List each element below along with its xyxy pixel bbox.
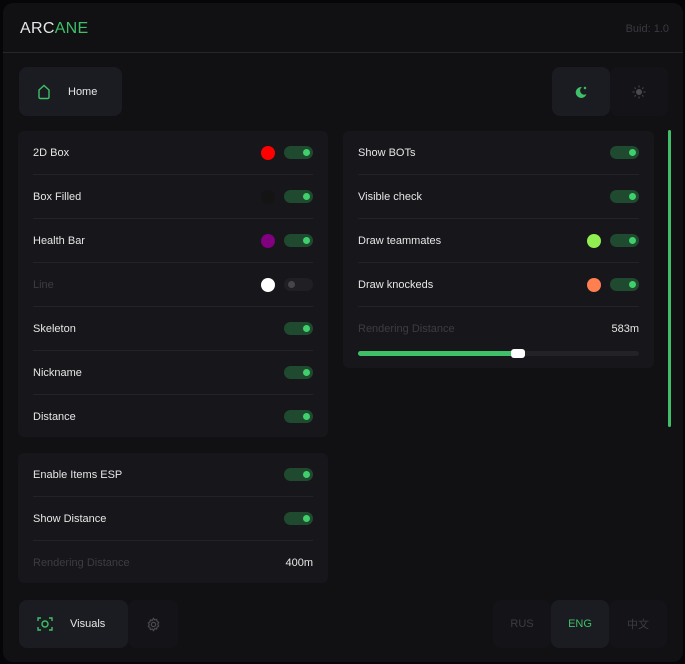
slider-fill	[358, 351, 519, 356]
gear-icon	[147, 616, 159, 632]
rendering-distance-label: Rendering Distance	[358, 323, 455, 335]
setting-row: Show Distance	[33, 497, 313, 541]
setting-row: Line	[33, 263, 313, 307]
setting-label: Skeleton	[33, 322, 76, 335]
setting-label: Draw knockeds	[358, 278, 434, 291]
items-distance-label: Rendering Distance	[33, 557, 130, 569]
color-picker[interactable]	[261, 145, 275, 160]
items-distance-row: Rendering Distance 400m	[33, 541, 313, 583]
setting-row: 2D Box	[33, 131, 313, 175]
settings-tab[interactable]	[128, 600, 178, 648]
header: ARCANE Buid: 1.0	[3, 3, 683, 53]
setting-row: Nickname	[33, 351, 313, 395]
toggle-switch[interactable]	[610, 190, 639, 203]
app-window: ARCANE Buid: 1.0 Home 2D Box Box Filled He…	[3, 3, 683, 662]
color-picker[interactable]	[587, 233, 601, 248]
toggle-switch[interactable]	[284, 234, 313, 247]
eye-scan-icon	[37, 617, 53, 631]
language-button[interactable]: 中文	[609, 600, 667, 648]
logo-text: ARC	[20, 20, 55, 37]
setting-row: Box Filled	[33, 175, 313, 219]
setting-row: Show BOTs	[358, 131, 639, 175]
toggle-switch[interactable]	[284, 146, 313, 159]
setting-label: Draw teammates	[358, 234, 442, 247]
setting-row: Visible check	[358, 175, 639, 219]
color-picker[interactable]	[587, 277, 601, 292]
toggle-switch[interactable]	[284, 468, 313, 481]
build-version: Buid: 1.0	[625, 23, 669, 35]
logo-accent: ANE	[54, 20, 89, 37]
toggle-switch[interactable]	[610, 278, 639, 291]
moon-icon	[575, 86, 587, 98]
toggle-switch[interactable]	[284, 512, 313, 525]
light-theme-button[interactable]	[610, 67, 668, 116]
slider-handle[interactable]	[511, 349, 526, 358]
dark-theme-button[interactable]	[552, 67, 610, 116]
setting-label: Box Filled	[33, 190, 82, 203]
toggle-switch[interactable]	[284, 322, 313, 335]
color-picker[interactable]	[261, 233, 275, 248]
scrollbar[interactable]	[668, 130, 671, 427]
setting-label: Show Distance	[33, 512, 107, 525]
bot-esp-panel: Rendering Distance 583m Show BOTs Visible…	[343, 131, 654, 368]
toggle-switch[interactable]	[284, 190, 313, 203]
setting-label: Line	[33, 278, 54, 291]
visuals-label: Visuals	[70, 618, 106, 630]
home-button[interactable]: Home	[19, 67, 122, 116]
language-label: RUS	[510, 618, 534, 630]
rendering-distance-slider[interactable]	[358, 349, 639, 358]
items-esp-panel: Rendering Distance 400m Enable Items ESP…	[18, 453, 328, 583]
items-distance-value: 400m	[285, 557, 313, 569]
setting-row: Enable Items ESP	[33, 453, 313, 497]
rendering-distance-row: Rendering Distance 583m	[358, 307, 639, 351]
color-picker[interactable]	[261, 189, 275, 204]
logo: ARCANE	[20, 20, 89, 38]
setting-row: Health Bar	[33, 219, 313, 263]
language-button[interactable]: ENG	[551, 600, 609, 648]
rendering-distance-value: 583m	[611, 323, 639, 335]
toggle-switch[interactable]	[284, 278, 313, 291]
sun-icon	[632, 85, 646, 98]
language-label: ENG	[568, 618, 592, 630]
setting-row: Skeleton	[33, 307, 313, 351]
setting-row: Draw knockeds	[358, 263, 639, 307]
home-label: Home	[68, 85, 98, 98]
color-picker[interactable]	[261, 277, 275, 292]
visuals-tab[interactable]: Visuals	[19, 600, 128, 648]
setting-label: Visible check	[358, 190, 422, 203]
setting-label: Enable Items ESP	[33, 468, 123, 481]
toggle-switch[interactable]	[284, 410, 313, 423]
setting-row: Draw teammates	[358, 219, 639, 263]
setting-row: Distance	[33, 395, 313, 437]
toggle-switch[interactable]	[610, 146, 639, 159]
language-button[interactable]: RUS	[493, 600, 551, 648]
setting-label: Nickname	[33, 366, 82, 379]
toggle-switch[interactable]	[610, 234, 639, 247]
language-label: 中文	[627, 619, 649, 631]
setting-label: Show BOTs	[358, 146, 416, 159]
setting-label: 2D Box	[33, 146, 70, 159]
setting-label: Health Bar	[33, 234, 85, 247]
toggle-switch[interactable]	[284, 366, 313, 379]
player-esp-panel: 2D Box Box Filled Health Bar Line Skeleton Ni…	[18, 131, 328, 437]
setting-label: Distance	[33, 410, 76, 423]
home-icon	[38, 84, 50, 99]
